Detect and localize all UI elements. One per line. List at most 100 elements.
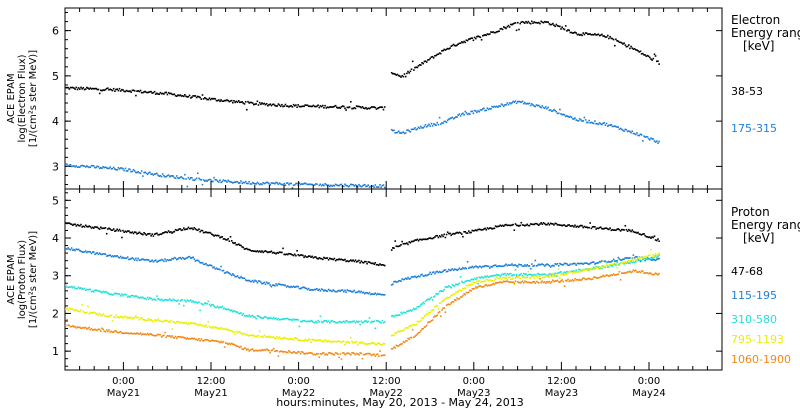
proton-point [645,256,648,258]
proton-point [146,259,149,261]
electron-point [180,95,183,97]
proton-point [290,351,292,354]
proton-point [425,313,428,315]
proton-point [427,274,429,276]
proton-point [632,269,635,271]
proton-point [126,316,129,319]
electron-point [529,22,532,25]
proton-point [532,265,534,268]
proton-point [505,223,507,226]
proton-point [410,325,413,328]
electron-point [453,117,456,119]
proton-point [337,340,339,342]
proton-point [457,232,459,234]
electron-point [355,105,358,107]
proton-point [499,275,502,277]
proton-point [360,260,363,262]
electron-point [646,136,649,138]
proton-point [538,273,540,275]
proton-point [401,312,403,315]
proton-point [276,251,278,254]
proton-point [653,273,656,276]
proton-point [390,334,393,337]
proton-point [298,254,301,257]
proton-point [442,307,444,310]
electron-point [185,178,187,180]
electron-point [350,183,352,186]
electron-point [608,124,610,127]
proton-point [344,321,346,324]
proton-point [365,353,367,355]
proton-point [144,333,146,335]
proton-point [129,258,131,260]
electron-point [87,87,89,89]
proton-point [485,278,488,281]
proton-point [585,268,588,271]
proton-point [422,317,424,320]
proton-point [357,321,359,323]
proton-point [334,340,337,343]
proton-point [160,298,163,301]
proton-point [453,299,456,301]
proton-point [234,310,236,313]
proton-point [459,268,462,271]
proton-point [218,307,220,309]
proton-point [332,320,335,323]
proton-point [432,296,435,298]
proton-point [515,273,518,276]
proton-point [324,354,326,356]
proton-point [126,296,129,298]
proton-point [223,272,226,274]
electron-point [366,185,368,187]
proton-point [575,269,577,272]
proton-point [348,260,351,262]
proton-point [84,289,87,291]
electron-point [361,106,364,108]
proton-point [362,291,365,294]
proton-point [396,245,399,248]
proton-point [150,318,152,321]
proton-point [282,283,284,286]
proton-point [283,350,285,353]
proton-point [350,354,352,356]
proton-point [425,238,428,241]
proton-point [327,259,330,261]
proton-point [611,265,614,267]
proton-point [482,286,484,288]
electron-ytick-label: 4 [52,115,59,128]
proton-point [583,277,586,280]
proton-point [640,259,643,262]
proton-point [108,315,110,318]
electron-point [555,110,558,113]
electron-point [183,95,185,98]
electron-point [131,89,134,92]
electron-point [319,105,322,107]
proton-point [291,337,294,340]
proton-point [491,266,493,268]
proton-point [94,289,96,291]
proton-point [353,260,356,263]
proton-point [590,227,593,230]
electron-point [571,118,574,120]
proton-point [573,226,575,228]
proton-point [72,249,74,251]
proton-point [154,259,157,261]
electron-point [416,128,419,130]
electron-point [222,179,225,181]
proton-point [121,332,123,334]
proton-point [330,341,332,343]
electron-point [293,105,296,107]
proton-point [590,278,593,281]
proton-point [626,230,629,232]
proton-point [197,324,199,327]
proton-point [264,283,267,285]
proton-point [347,260,350,263]
proton-point [545,282,547,284]
proton-point [66,248,68,250]
proton-point [309,320,311,323]
electron-point [181,95,184,97]
proton-point [616,261,618,264]
proton-point [418,238,421,241]
proton-point [448,232,450,235]
electron-point [177,94,179,96]
